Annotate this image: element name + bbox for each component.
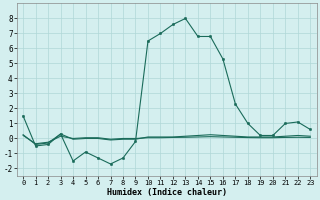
X-axis label: Humidex (Indice chaleur): Humidex (Indice chaleur) [107, 188, 227, 197]
